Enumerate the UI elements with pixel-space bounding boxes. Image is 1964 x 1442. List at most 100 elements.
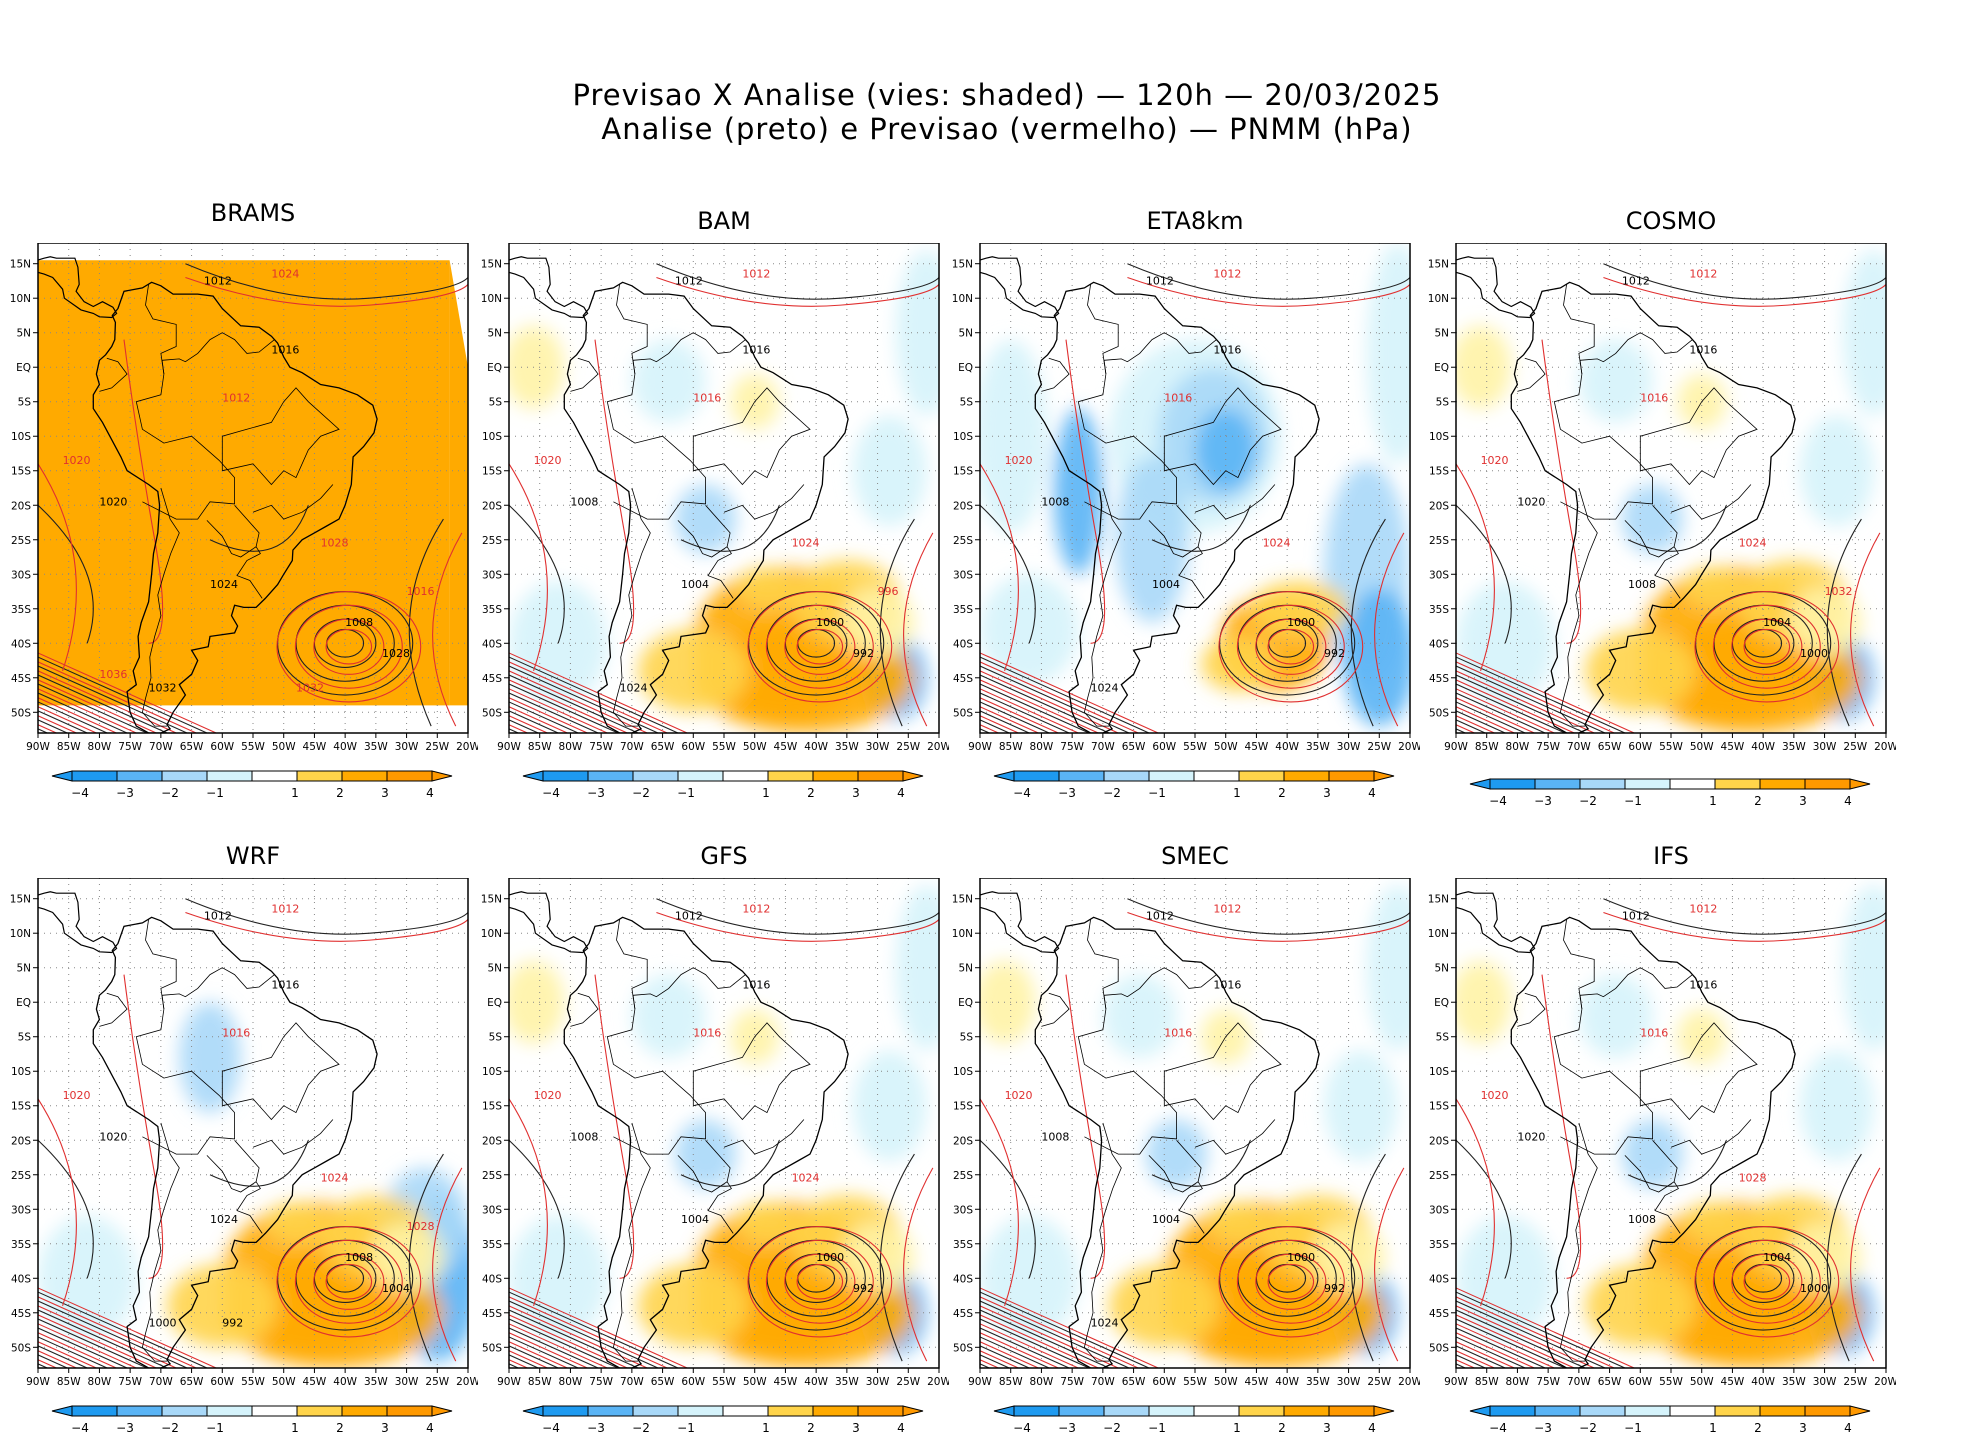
lon-tick-label: 65W [651, 1376, 675, 1388]
country-border [161, 332, 275, 375]
isobar-label: 1008 [1628, 578, 1656, 591]
coastline [38, 256, 118, 319]
lon-tick-label: 65W [651, 741, 675, 753]
lat-tick-label: 15N [952, 894, 973, 906]
country-border [141, 487, 180, 727]
lat-tick-label: 30S [11, 569, 31, 581]
country-border [1639, 387, 1758, 486]
isobar-label: 1016 [407, 585, 435, 598]
colorbar-arrow-low [522, 1405, 544, 1417]
map-panel-brams: 1012 1016 1020 1024 1008 1028 1032 1024 1012 1020… [10, 243, 478, 753]
lat-tick-label: 25S [11, 535, 31, 547]
colorbar-segment [1058, 770, 1105, 782]
colorbar-segment [632, 1405, 679, 1417]
colorbar-label: −3 [116, 786, 134, 800]
lon-tick-label: 65W [180, 741, 204, 753]
lat-tick-label: 40S [1429, 1273, 1449, 1285]
lat-tick-label: 10N [1428, 293, 1449, 305]
colorbar-segment [1804, 778, 1851, 790]
lat-tick-label: 25S [1429, 1170, 1449, 1182]
colorbar-segment [1013, 1405, 1060, 1417]
isobar-label: 1012 [204, 909, 232, 922]
lon-tick-label: 25W [896, 741, 920, 753]
country-border [1670, 1119, 1752, 1155]
country-border [1624, 1140, 1678, 1193]
lat-tick-label: 40S [482, 638, 502, 650]
lon-tick-label: 75W [1060, 1376, 1084, 1388]
lon-tick-label: 90W [1444, 741, 1468, 753]
colorbar-segment [1489, 778, 1536, 790]
lon-tick-label: 70W [1091, 1376, 1115, 1388]
colorbar-label: −2 [1103, 786, 1121, 800]
country-border [1639, 1022, 1758, 1121]
country-border [206, 505, 260, 558]
isobar-label: 1016 [693, 392, 721, 405]
isobar-label: 1028 [382, 647, 410, 660]
colorbar-segment [857, 1405, 904, 1417]
coastline [1510, 916, 1796, 1368]
country-border [1654, 546, 1681, 599]
colorbar-segment [1489, 1405, 1536, 1417]
isobar-label: 1020 [63, 1089, 91, 1102]
lon-tick-label: 80W [1506, 1376, 1530, 1388]
lon-tick-label: 20W [927, 1376, 949, 1388]
colorbar-label: −4 [1013, 1421, 1031, 1435]
colorbar-segment [206, 770, 253, 782]
coastline [92, 281, 378, 733]
lon-tick-label: 55W [1659, 1376, 1683, 1388]
lat-tick-label: 50S [482, 1342, 502, 1354]
colorbar-label: −3 [116, 1421, 134, 1435]
isobar-label: 1008 [570, 1130, 598, 1143]
coastline [1034, 281, 1320, 733]
isobar-label: 1020 [1481, 1089, 1509, 1102]
lat-tick-label: 10N [1428, 928, 1449, 940]
isobar-label: 1016 [742, 978, 770, 991]
coastline [1456, 256, 1536, 319]
isobar-label: 1012 [1689, 903, 1717, 916]
colorbar-label: −3 [1534, 794, 1552, 808]
lat-tick-label: 45S [953, 673, 973, 685]
isobar-label: 1028 [407, 1220, 435, 1233]
lon-tick-label: 60W [681, 741, 705, 753]
isobar-label: 1020 [1517, 495, 1545, 508]
colorbar-arrow-high [1373, 770, 1395, 782]
lat-tick-label: 10S [482, 431, 502, 443]
lon-tick-label: 35W [835, 741, 859, 753]
isobar-label: 1032 [149, 682, 177, 695]
colorbar-segment [632, 770, 679, 782]
lat-tick-label: 45S [482, 673, 502, 685]
lon-tick-label: 50W [743, 741, 767, 753]
colorbar-label: 3 [1323, 786, 1331, 800]
isobar-label: 1004 [1152, 578, 1180, 591]
lon-tick-label: 65W [180, 1376, 204, 1388]
colorbar-segment [1103, 1405, 1150, 1417]
colorbar-segment [722, 770, 769, 782]
bias-shading [1456, 884, 1886, 1368]
lat-tick-label: 20S [1429, 500, 1449, 512]
lon-tick-label: 55W [1183, 741, 1207, 753]
lat-tick-label: 15S [11, 1101, 31, 1113]
country-border [206, 1140, 260, 1193]
colorbar-arrow-high [902, 770, 924, 782]
coastline [1510, 281, 1796, 733]
colorbar-label: −4 [1489, 1421, 1507, 1435]
isobar-label: 996 [878, 585, 899, 598]
colorbar: −4 −3 −2 −1 1 2 3 4 [522, 1405, 924, 1435]
lon-tick-label: 20W [1874, 1376, 1896, 1388]
lon-tick-label: 85W [999, 1376, 1023, 1388]
colorbar: −4 −3 −2 −1 1 2 3 4 [993, 1405, 1395, 1435]
lat-tick-label: 35S [1429, 604, 1449, 616]
colorbar-segment [251, 1405, 298, 1417]
lon-tick-label: 40W [1275, 1376, 1299, 1388]
isobar-label: 1024 [1091, 1317, 1119, 1330]
colorbar-segment [812, 1405, 859, 1417]
colorbar-label: −4 [71, 786, 89, 800]
panel-title: GFS [700, 842, 748, 870]
colorbar-segment [1579, 1405, 1626, 1417]
colorbar-label: 2 [807, 1421, 815, 1435]
lon-tick-label: 45W [303, 1376, 327, 1388]
lat-tick-label: EQ [1434, 997, 1449, 1009]
country-border [221, 1022, 340, 1121]
country-border [135, 374, 236, 520]
lat-tick-label: 15S [953, 1101, 973, 1113]
